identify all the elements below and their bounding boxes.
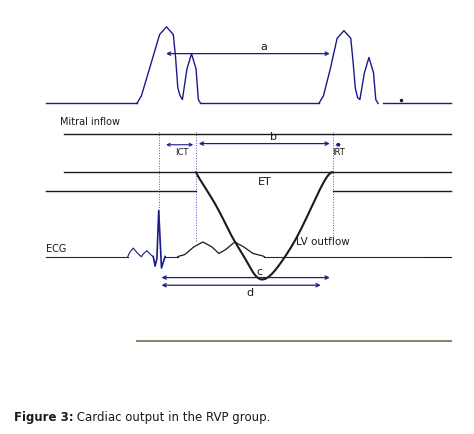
Text: Cardiac output in the RVP group.: Cardiac output in the RVP group. (73, 410, 271, 423)
Text: c: c (256, 266, 263, 276)
Text: ICT: ICT (175, 147, 189, 156)
Text: b: b (270, 132, 277, 142)
Text: Figure 3:: Figure 3: (14, 410, 74, 423)
Text: LV outflow: LV outflow (296, 237, 350, 247)
Text: a: a (260, 42, 267, 52)
Text: d: d (246, 287, 254, 297)
Text: Mitral inflow: Mitral inflow (60, 117, 119, 127)
Text: IRT: IRT (332, 147, 345, 156)
Text: ECG: ECG (46, 243, 66, 253)
Text: ET: ET (257, 177, 271, 187)
